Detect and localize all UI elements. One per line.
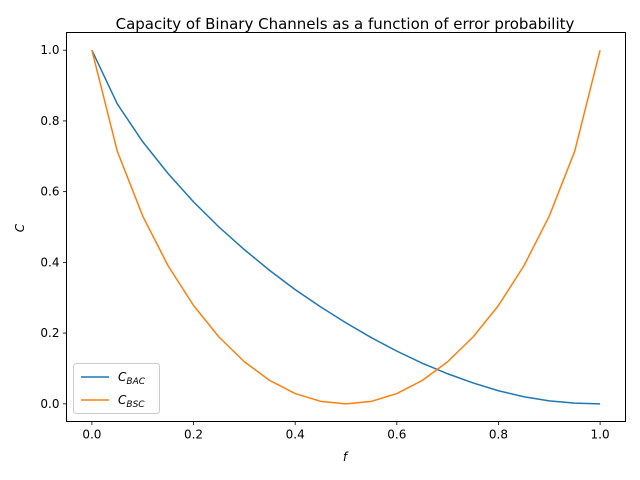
series-line-bsc xyxy=(91,49,601,405)
legend: CBAC CBSC xyxy=(73,363,160,414)
y-tick-label: 0.6 xyxy=(40,185,59,199)
legend-label-bsc: CBSC xyxy=(118,393,145,410)
x-axis-label: f xyxy=(343,450,349,464)
x-tick-label: 0.8 xyxy=(489,428,508,442)
x-axis: 0.0 0.2 0.4 0.6 0.8 1.0 xyxy=(82,421,610,442)
y-tick-label: 1.0 xyxy=(40,43,59,57)
x-tick-label: 0.4 xyxy=(286,428,305,442)
x-tick-label: 0.6 xyxy=(387,428,406,442)
y-tick-label: 0.0 xyxy=(40,397,59,411)
chart-title: Capacity of Binary Channels as a functio… xyxy=(116,15,575,33)
y-axis-label: C xyxy=(13,223,27,232)
x-tick-label: 0.0 xyxy=(82,428,101,442)
legend-box xyxy=(73,363,160,414)
plot-frame xyxy=(66,32,626,422)
y-tick-label: 0.4 xyxy=(40,255,59,269)
x-tick-label: 0.2 xyxy=(184,428,203,442)
y-tick-label: 0.8 xyxy=(40,114,59,128)
plot-lines xyxy=(91,49,601,405)
x-tick-label: 1.0 xyxy=(591,428,610,442)
legend-label-bac: CBAC xyxy=(118,370,146,387)
y-axis: 0.0 0.2 0.4 0.6 0.8 1.0 xyxy=(40,43,67,411)
y-tick-label: 0.2 xyxy=(40,326,59,340)
series-line-bac xyxy=(91,49,601,405)
